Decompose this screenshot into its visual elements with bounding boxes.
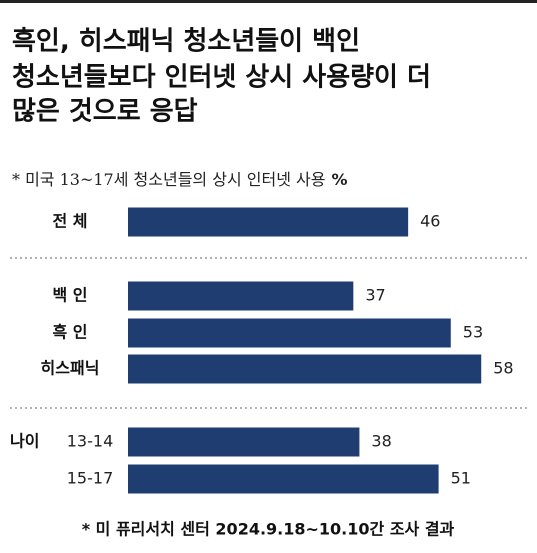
top-rule [0, 0, 537, 3]
bar [128, 354, 482, 384]
category-label: 흑 인 [52, 323, 87, 342]
subtitle: * 미국 13~17세 청소년들의 상시 인터넷 사용% [12, 170, 347, 189]
category-label: 13-14 [67, 432, 114, 451]
chart-title: 청소년들보다 인터넷 상시 사용량이 더 [12, 63, 431, 93]
bar [128, 281, 354, 311]
chart-title: 흑인, 히스패닉 청소년들이 백인 [12, 27, 360, 57]
chart-title: 많은 것으로 응답 [12, 97, 198, 127]
unit: % [331, 170, 347, 189]
category-label: 백 인 [52, 286, 87, 305]
category-label: 15-17 [67, 469, 114, 488]
subtitle-text: * 미국 13~17세 청소년들의 상시 인터넷 사용 [12, 170, 325, 189]
group-label: 나이 [10, 432, 39, 451]
value-label: 58 [493, 359, 513, 378]
value-label: 53 [463, 323, 483, 342]
category-label: 전 체 [52, 212, 87, 231]
category-label: 히스패닉 [41, 359, 100, 378]
footnote: * 미 퓨리서치 센터 2024.9.18~10.10간 조사 결과 [82, 520, 455, 539]
bar [128, 207, 409, 237]
value-label: 46 [420, 212, 440, 231]
bar [128, 318, 451, 348]
bar [128, 427, 360, 457]
bar [128, 464, 439, 494]
value-label: 38 [371, 432, 391, 451]
value-label: 37 [365, 286, 385, 305]
value-label: 51 [451, 469, 471, 488]
